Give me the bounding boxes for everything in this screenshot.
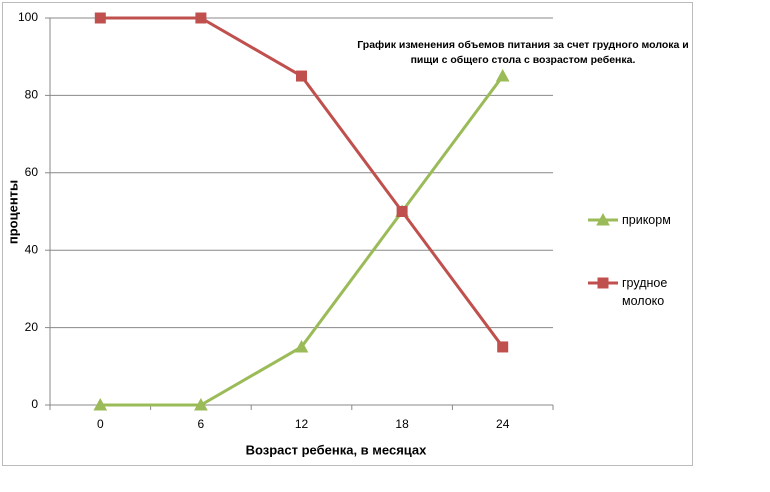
legend-label: прикорм	[622, 213, 671, 227]
data-point	[396, 206, 408, 217]
x-axis-label: Возраст ребенка, в месяцах	[246, 442, 428, 457]
y-tick-label: 20	[25, 320, 39, 334]
data-point	[296, 70, 307, 82]
y-tick-label: 100	[18, 10, 38, 24]
series-line	[100, 75, 504, 407]
y-tick-label: 0	[31, 397, 38, 411]
y-axis-label: проценты	[5, 180, 20, 244]
y-tick-label: 40	[25, 242, 39, 256]
data-point	[94, 12, 106, 24]
data-point	[294, 339, 309, 353]
y-tick-label: 80	[25, 88, 39, 102]
y-tick-label: 60	[25, 165, 39, 179]
x-tick-label: 6	[198, 417, 205, 431]
legend-marker	[596, 212, 610, 226]
data-point	[93, 397, 108, 411]
chart-title: График изменения объемов питания за счет…	[357, 39, 689, 66]
data-point	[495, 69, 510, 82]
data-point	[497, 341, 509, 353]
x-tick-label: 12	[295, 417, 309, 431]
x-tick-label: 0	[97, 417, 104, 431]
x-tick-label: 18	[395, 417, 409, 431]
legend-label: грудное молоко	[622, 276, 668, 308]
data-point	[194, 397, 208, 411]
data-point	[195, 12, 207, 24]
x-tick-label: 24	[496, 417, 510, 431]
chart-frame	[2, 2, 693, 466]
legend-marker	[597, 277, 609, 289]
